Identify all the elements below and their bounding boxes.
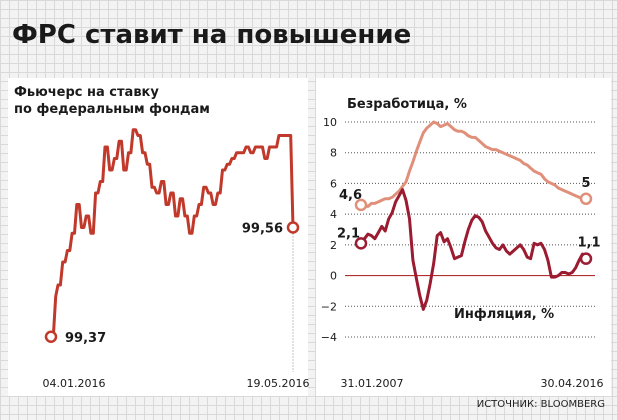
y-tick-label-0: 0 <box>330 270 337 283</box>
inflation-series-name: Инфляция, % <box>454 307 554 322</box>
futures-subtitle-line-1: Фьючерс на ставку <box>14 85 159 100</box>
unemployment-line <box>361 120 586 208</box>
chart-title: ФРС ставит на повышение <box>12 20 412 50</box>
y-tick-label-10: 10 <box>323 116 337 129</box>
unemployment-end-marker <box>579 192 593 206</box>
inflation-start-marker <box>354 237 368 250</box>
inflation-end-marker <box>579 252 593 265</box>
inflation-end-label: 1,1 <box>577 236 600 251</box>
unemployment-series-name: Безработица, % <box>347 97 467 112</box>
y-tick-label-2: 2 <box>330 239 337 252</box>
futures-end-label: 99,56 <box>242 222 283 237</box>
y-tick-label-6: 6 <box>330 177 337 190</box>
futures-start-marker <box>44 330 58 343</box>
inflation-start-label: 2,1 <box>337 226 360 241</box>
unemployment-start-label: 4,6 <box>339 188 362 203</box>
y-tick-label-4: 4 <box>330 208 337 221</box>
source-note: ИСТОЧНИК: BLOOMBERG <box>476 399 605 410</box>
unemployment-start-marker <box>354 198 368 212</box>
macro-x-label-start: 31.01.2007 <box>341 377 404 390</box>
y-tick-label-8: 8 <box>330 147 337 160</box>
futures-panel <box>8 78 308 396</box>
y-tick-label--4: −4 <box>321 331 337 344</box>
futures-end-marker <box>286 221 300 234</box>
futures-x-label-start: 04.01.2016 <box>43 377 106 390</box>
unemployment-end-label: 5 <box>581 176 590 191</box>
macro-x-label-end: 30.04.2016 <box>541 377 604 390</box>
futures-start-label: 99,37 <box>65 331 106 346</box>
futures-x-label-end: 19.05.2016 <box>247 377 310 390</box>
futures-subtitle-line-2: по федеральным фондам <box>14 102 210 117</box>
y-tick-label--2: −2 <box>321 300 337 313</box>
futures-line <box>51 128 295 339</box>
inflation-line <box>359 188 588 311</box>
